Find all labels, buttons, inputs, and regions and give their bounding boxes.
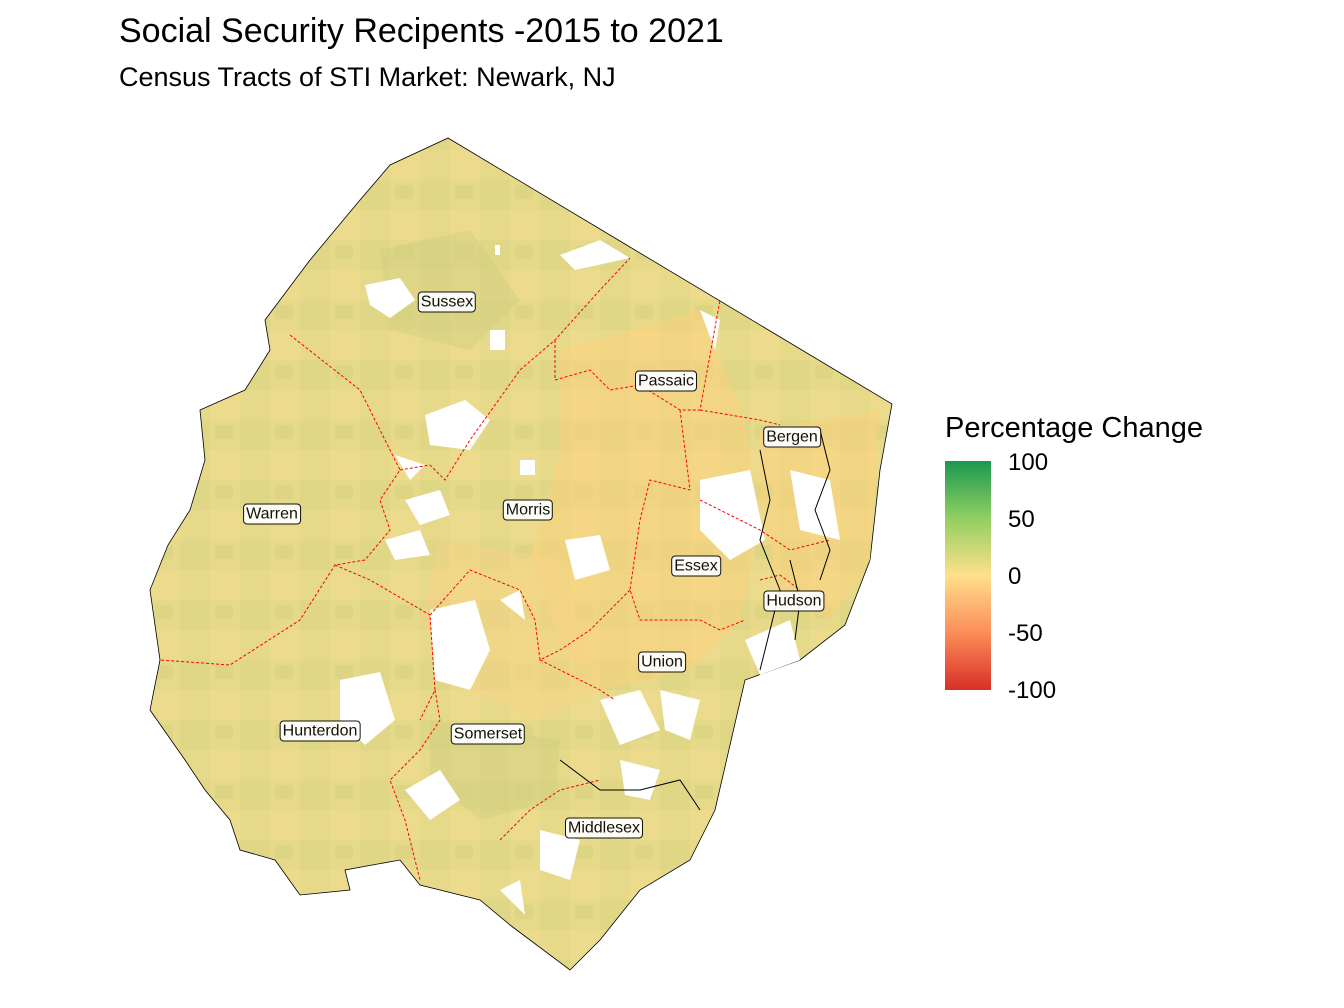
legend-color-bar: [945, 461, 991, 690]
county-label-essex: Essex: [671, 555, 721, 577]
legend-tick-neg50: -50: [1008, 620, 1043, 647]
county-label-hudson: Hudson: [763, 590, 825, 612]
legend-title: Percentage Change: [945, 412, 1203, 444]
map-title: Social Security Recipents -2015 to 2021: [119, 12, 724, 50]
somerset-green-tint: [430, 720, 560, 820]
county-label-union: Union: [638, 651, 686, 673]
county-boundaries: [159, 257, 831, 881]
legend-tick-50: 50: [1008, 506, 1035, 533]
map-subtitle: Census Tracts of STI Market: Newark, NJ: [119, 62, 616, 92]
legend-tick-0: 0: [1008, 563, 1022, 590]
legend-tick-neg100: -100: [1008, 677, 1057, 704]
county-label-warren: Warren: [243, 503, 301, 525]
missing-tracts: [340, 240, 840, 915]
sussex-green-tint: [380, 230, 520, 350]
county-label-sussex: Sussex: [417, 291, 477, 313]
county-label-hunterdon: Hunterdon: [279, 720, 361, 742]
waterways: [559, 429, 831, 811]
county-label-bergen: Bergen: [763, 426, 821, 448]
county-label-somerset: Somerset: [450, 723, 526, 745]
legend-tick-100: 100: [1008, 449, 1049, 476]
county-label-passaic: Passaic: [634, 370, 698, 392]
county-label-middlesex: Middlesex: [564, 817, 644, 839]
county-label-morris: Morris: [502, 499, 554, 521]
